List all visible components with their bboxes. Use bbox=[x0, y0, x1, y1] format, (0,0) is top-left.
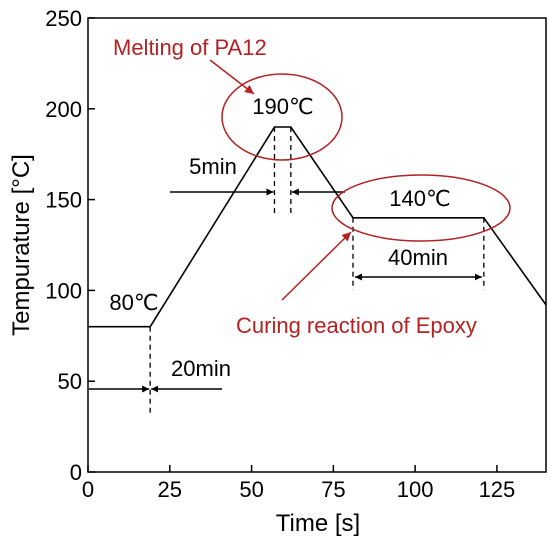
label-start-temp: 80℃ bbox=[109, 290, 158, 315]
x-tick-label: 125 bbox=[479, 477, 516, 502]
axes: 0 25 50 75 100 125 0 50 100 150 200 250 bbox=[45, 6, 547, 502]
annotation-melting: Melting of PA12 bbox=[113, 35, 267, 60]
x-tick-label: 0 bbox=[82, 477, 94, 502]
y-tick-label: 150 bbox=[45, 188, 82, 213]
y-tick-label: 0 bbox=[70, 460, 82, 485]
x-tick-label: 75 bbox=[321, 477, 345, 502]
label-hold-5min: 5min bbox=[189, 154, 237, 179]
highlight-ellipse-melting bbox=[221, 73, 343, 161]
label-hold-temp: 140℃ bbox=[389, 186, 450, 211]
annotation-curing: Curing reaction of Epoxy bbox=[236, 313, 477, 338]
x-axis-title: Time [s] bbox=[276, 510, 360, 537]
y-axis-title: Tempurature [°C] bbox=[8, 154, 35, 336]
x-tick-label: 50 bbox=[239, 477, 263, 502]
y-tick-label: 250 bbox=[45, 6, 82, 31]
annotations-layer bbox=[89, 59, 511, 415]
x-tick-label: 25 bbox=[158, 477, 182, 502]
label-ramp-20min: 20min bbox=[171, 356, 231, 381]
y-tick-label: 200 bbox=[45, 97, 82, 122]
highlight-ellipse-curing bbox=[331, 174, 511, 242]
label-peak-temp: 190℃ bbox=[252, 94, 313, 119]
x-tick-label: 100 bbox=[397, 477, 434, 502]
label-hold-40min: 40min bbox=[388, 245, 448, 270]
pointer-arrow-curing bbox=[281, 231, 352, 301]
pointer-arrow-melting bbox=[209, 59, 255, 95]
plot-frame bbox=[87, 17, 547, 473]
y-tick-label: 50 bbox=[58, 369, 82, 394]
y-tick-label: 100 bbox=[45, 278, 82, 303]
